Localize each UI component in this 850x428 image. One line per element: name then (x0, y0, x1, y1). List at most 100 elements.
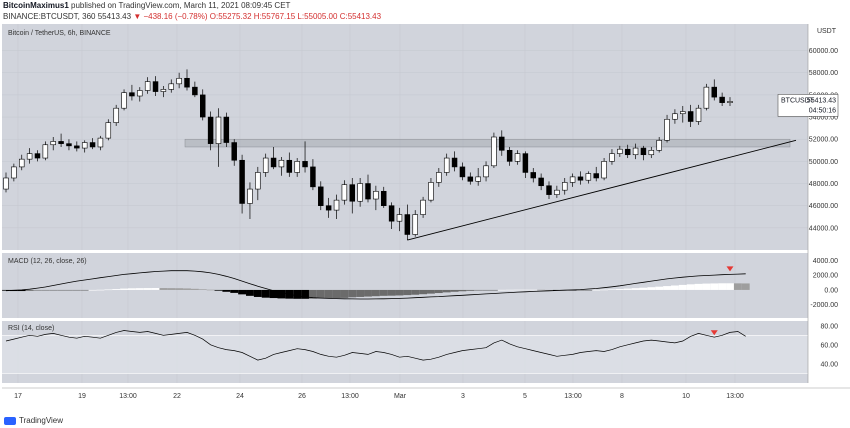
candle-body (388, 205, 395, 222)
published-text: published on TradingView.com, March 11, … (71, 1, 291, 10)
candle-body (451, 157, 458, 168)
author-name[interactable]: BitcoinMaximus1 (3, 1, 69, 10)
candle-body (3, 177, 9, 190)
candle-body (207, 116, 214, 144)
macd-histogram-bar (710, 283, 719, 290)
candle-body (522, 153, 529, 173)
macd-histogram-bar (127, 288, 136, 290)
candle-body (34, 153, 41, 159)
candle (632, 143, 639, 160)
x-tick-label: 22 (173, 393, 181, 400)
macd-histogram-bar (686, 284, 695, 290)
candle-body (349, 184, 356, 202)
macd-histogram-bar (631, 288, 640, 290)
candle (239, 154, 245, 214)
candle (451, 151, 458, 172)
candle-body (341, 184, 348, 201)
macd-histogram-bar (647, 287, 656, 290)
macd-histogram-bar (167, 288, 176, 290)
macd-histogram-bar (80, 289, 89, 291)
candle-body (184, 77, 190, 88)
candle-body (199, 94, 206, 118)
tradingview-logo-icon (4, 416, 16, 425)
x-tick-label: Mar (394, 393, 407, 400)
macd-histogram-bar (733, 283, 742, 290)
candle (302, 141, 308, 173)
macd-histogram-bar (198, 289, 207, 290)
macd-histogram-bar (308, 289, 317, 299)
candle (341, 180, 348, 205)
main-y-tick-label: 48000.00 (809, 181, 838, 188)
footer-brand[interactable]: TradingView (19, 416, 64, 425)
candle (97, 135, 104, 151)
candle-body (459, 166, 466, 178)
candle (223, 112, 230, 147)
macd-histogram-bar (41, 289, 50, 291)
candle-body (247, 188, 253, 204)
candle-body (428, 182, 434, 201)
macd-histogram-bar (513, 289, 522, 291)
candle-body (66, 143, 72, 147)
candle (231, 139, 237, 166)
main-y-tick-label: 60000.00 (809, 48, 838, 55)
candle (711, 79, 718, 101)
candle-body (121, 92, 127, 109)
candle (585, 171, 592, 184)
macd-divergence-marker (726, 266, 734, 272)
candle (514, 150, 521, 165)
candle (577, 171, 584, 185)
support-zone-rect (184, 138, 791, 148)
macd-histogram-bar (403, 289, 412, 296)
candle (144, 77, 151, 94)
candle-body (530, 172, 537, 179)
candle (105, 119, 112, 141)
macd-histogram-bar (371, 289, 380, 297)
macd-histogram-bar (482, 289, 490, 291)
candle (428, 177, 434, 203)
candle (310, 159, 316, 191)
macd-histogram-bar (277, 289, 286, 299)
candle (58, 133, 64, 147)
candle-body (278, 159, 285, 168)
candle-body (81, 142, 88, 149)
candle-body (499, 136, 505, 151)
ascending-trendline (407, 139, 797, 241)
macd-histogram-bar (151, 288, 160, 290)
candle-body (89, 142, 96, 148)
candle (11, 163, 17, 182)
x-tick-label: 13:00 (119, 393, 137, 400)
macd-histogram-bar (72, 289, 81, 291)
candle-body (302, 161, 308, 168)
candle (601, 158, 607, 181)
macd-histogram-bar (222, 289, 231, 292)
candle (18, 154, 25, 171)
candle-body (333, 199, 340, 211)
candle-body (380, 190, 387, 206)
macd-histogram-bar (57, 289, 66, 291)
candle (483, 161, 489, 182)
candle (199, 89, 206, 121)
last-price: 55413.43 (97, 12, 132, 21)
candle-body (436, 172, 442, 183)
candle (262, 153, 269, 177)
candle (412, 210, 418, 237)
candle-body (412, 214, 418, 235)
candle-body (255, 172, 261, 190)
price-label-countdown: 04:50:16 (809, 107, 836, 114)
main-y-tick-label: 52000.00 (809, 137, 838, 144)
macd-histogram-bar (655, 286, 664, 290)
symbol-header: BINANCE:BTCUSDT, 360 55413.43 ▼ −438.16 … (3, 12, 381, 21)
candle-body (664, 118, 670, 141)
macd-histogram-bar (458, 289, 467, 292)
candle (137, 87, 143, 102)
macd-histogram-bar (17, 289, 26, 292)
macd-histogram-bar (214, 289, 223, 291)
candle-body (538, 177, 544, 187)
candle-body (357, 183, 363, 202)
candle (569, 173, 576, 187)
macd-histogram-bar (694, 283, 703, 290)
candle (499, 130, 505, 156)
candle (380, 186, 387, 208)
macd-histogram-bar (324, 289, 333, 299)
